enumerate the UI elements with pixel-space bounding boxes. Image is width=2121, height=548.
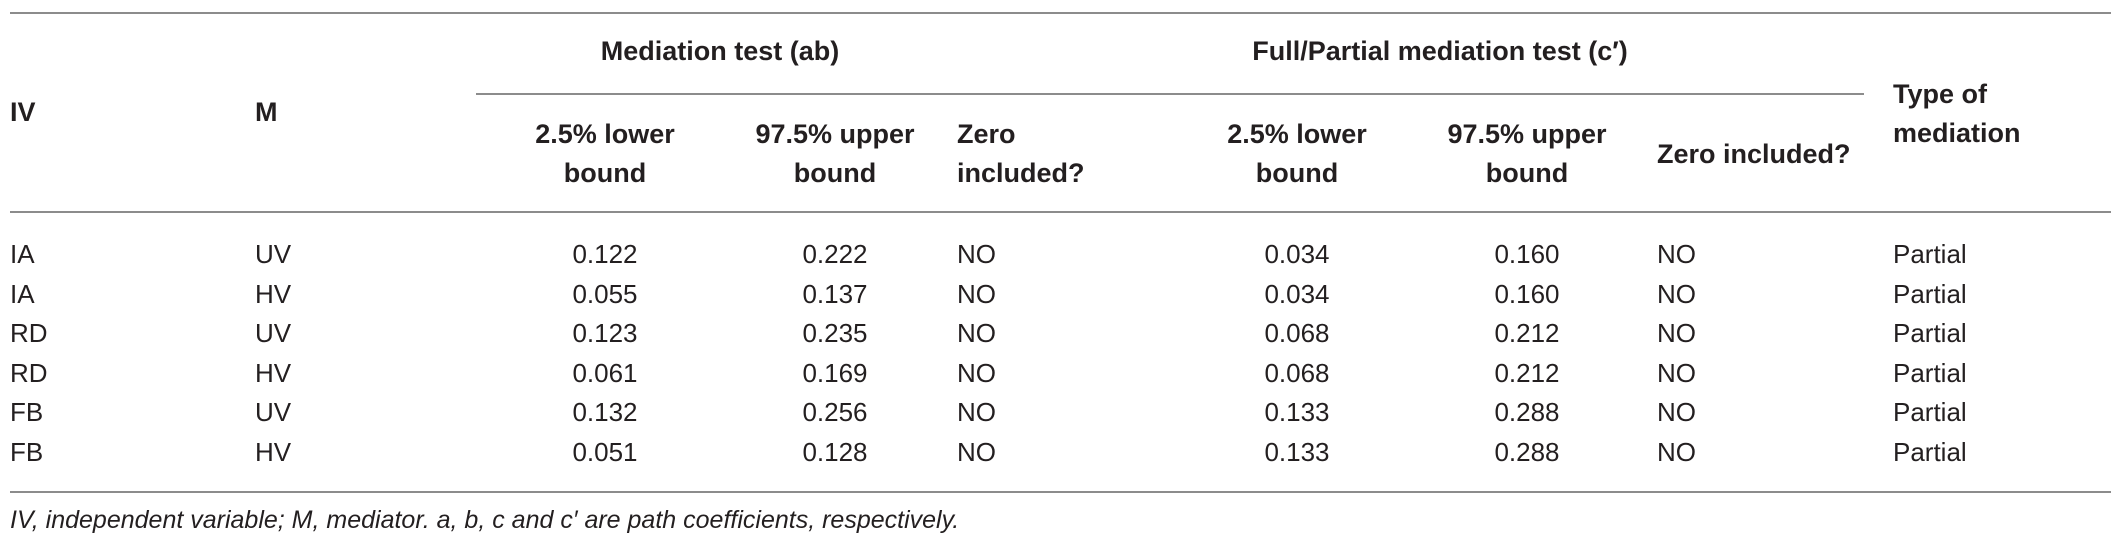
cell-zero-ab: NO [957,239,996,269]
cell-upper-ab: 0.169 [802,357,868,388]
table-header-rule [10,211,2111,213]
cell-lower-c: 0.034 [1264,239,1330,269]
cell-upper-ab: 0.137 [802,278,868,309]
cell-lower-ab: 0.051 [572,436,638,467]
cell-zero-c: NO [1657,278,1696,309]
header-upper-bound-c: 97.5% upper bound [1447,119,1607,188]
cell-zero-ab: NO [957,397,996,427]
cell-lower-c: 0.133 [1264,397,1330,427]
table-top-rule [10,12,2111,14]
cell-lower-c: 0.034 [1264,278,1330,309]
header-iv: IV [10,97,36,127]
cell-lower-ab: 0.061 [572,357,638,388]
cell-zero-c: NO [1657,357,1696,388]
cell-iv: FB [10,436,44,467]
cell-m: HV [255,357,292,388]
cell-m: UV [255,318,292,348]
table-footnote: IV, independent variable; M, mediator. a… [10,506,960,534]
cell-upper-ab: 0.222 [802,239,868,269]
cell-upper-ab: 0.235 [802,318,868,348]
cell-lower-c: 0.068 [1264,357,1330,388]
cell-m: UV [255,397,292,427]
cell-m: UV [255,239,292,269]
cell-zero-ab: NO [957,278,996,309]
cell-type: Partial [1893,397,1967,427]
cell-upper-c: 0.288 [1494,436,1560,467]
cell-type: Partial [1893,278,1967,309]
cell-iv: IA [10,278,35,309]
cell-m: HV [255,278,292,309]
cell-lower-ab: 0.055 [572,278,638,309]
group-header-mediation-test: Mediation test (ab) [600,36,840,66]
cell-m: HV [255,436,292,467]
cell-lower-c: 0.068 [1264,318,1330,348]
cell-lower-ab: 0.123 [572,318,638,348]
header-lower-bound-c: 2.5% lower bound [1227,119,1367,188]
header-m: M [255,97,278,127]
group-header-full-partial-test: Full/Partial mediation test (c′) [1252,36,1628,66]
cell-zero-c: NO [1657,436,1696,467]
header-zero-included-ab: Zero included? [957,119,1085,188]
cell-zero-ab: NO [957,318,996,348]
cell-upper-c: 0.160 [1494,278,1560,309]
cell-upper-ab: 0.128 [802,436,868,467]
cell-upper-c: 0.288 [1494,397,1560,427]
cell-zero-c: NO [1657,318,1696,348]
cell-upper-c: 0.212 [1494,318,1560,348]
cell-lower-ab: 0.122 [572,239,638,269]
header-lower-bound-ab: 2.5% lower bound [535,119,675,188]
cell-zero-ab: NO [957,357,996,388]
cell-type: Partial [1893,239,1967,269]
header-type-of-mediation: Type of mediation [1893,79,2021,148]
cell-lower-c: 0.133 [1264,436,1330,467]
cell-zero-c: NO [1657,397,1696,427]
header-zero-included-c: Zero included? [1657,139,1851,169]
cell-upper-c: 0.212 [1494,357,1560,388]
cell-iv: FB [10,397,44,427]
table-bottom-rule [10,491,2111,493]
cell-zero-c: NO [1657,239,1696,269]
cell-type: Partial [1893,436,1967,467]
header-upper-bound-ab: 97.5% upper bound [755,119,915,188]
cell-type: Partial [1893,318,1967,348]
cell-type: Partial [1893,357,1967,388]
group-header-rule [476,93,1864,95]
cell-iv: RD [10,357,48,388]
cell-iv: IA [10,239,35,269]
cell-upper-ab: 0.256 [802,397,868,427]
cell-lower-ab: 0.132 [572,397,638,427]
cell-iv: RD [10,318,48,348]
cell-upper-c: 0.160 [1494,239,1560,269]
cell-zero-ab: NO [957,436,996,467]
